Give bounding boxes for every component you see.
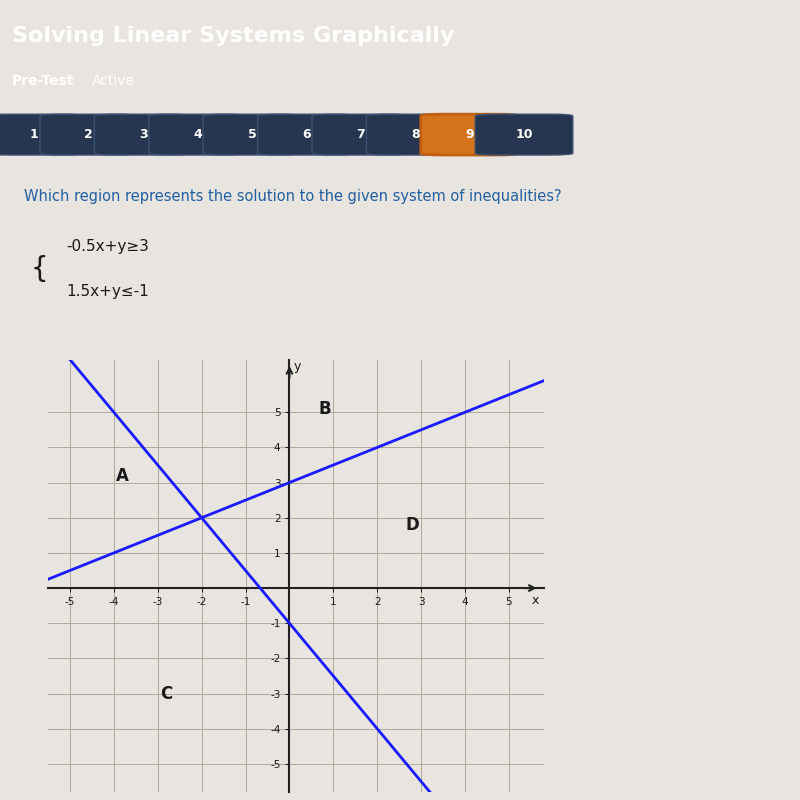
Text: 3: 3 [139, 128, 147, 141]
Text: 6: 6 [302, 128, 310, 141]
FancyBboxPatch shape [94, 114, 192, 155]
Text: Active: Active [92, 74, 135, 88]
Text: Pre-Test: Pre-Test [12, 74, 74, 88]
FancyBboxPatch shape [312, 114, 410, 155]
Text: 7: 7 [357, 128, 365, 141]
Text: y: y [294, 360, 301, 373]
FancyBboxPatch shape [475, 114, 573, 155]
Text: x: x [531, 594, 539, 607]
Text: Solving Linear Systems Graphically: Solving Linear Systems Graphically [12, 26, 454, 46]
Text: -0.5x+y≥3: -0.5x+y≥3 [66, 239, 150, 254]
Text: B: B [318, 400, 331, 418]
FancyBboxPatch shape [203, 114, 301, 155]
FancyBboxPatch shape [366, 114, 464, 155]
FancyBboxPatch shape [421, 114, 518, 155]
Text: 1: 1 [30, 128, 38, 141]
Text: {: { [30, 255, 48, 283]
FancyBboxPatch shape [0, 114, 83, 155]
Text: 1.5x+y≤-1: 1.5x+y≤-1 [66, 284, 149, 298]
Text: C: C [160, 685, 173, 702]
FancyBboxPatch shape [40, 114, 138, 155]
FancyBboxPatch shape [149, 114, 246, 155]
Text: D: D [406, 516, 419, 534]
Text: 8: 8 [411, 128, 419, 141]
Text: 5: 5 [248, 128, 256, 141]
Text: A: A [116, 466, 129, 485]
Text: 10: 10 [515, 128, 533, 141]
Text: 4: 4 [194, 128, 202, 141]
FancyBboxPatch shape [258, 114, 355, 155]
Text: 9: 9 [466, 128, 474, 141]
Text: 2: 2 [85, 128, 93, 141]
Text: Which region represents the solution to the given system of inequalities?: Which region represents the solution to … [24, 190, 562, 205]
